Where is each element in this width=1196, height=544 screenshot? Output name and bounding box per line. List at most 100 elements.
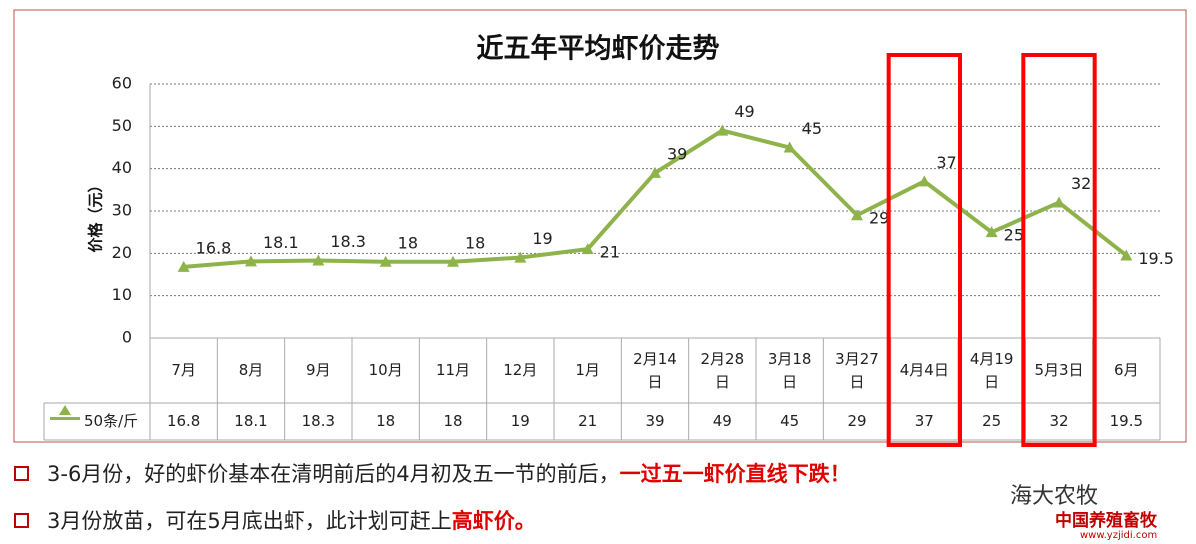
point-marker: [783, 141, 796, 153]
note: 3月份放苗，可在5月底出虾，此计划可赶上 高虾价。: [14, 505, 536, 535]
x-tick-label-cell: 4月4日: [899, 361, 949, 380]
note-highlight: 高虾价。: [451, 509, 536, 533]
table-value-cell: 29: [847, 412, 867, 431]
data-label: 29: [869, 209, 889, 228]
x-tick-label-cell: 3月27日: [835, 350, 879, 391]
note-text: 3-6月份，好的虾价基本在清明前后的4月初及五一节的前后，: [47, 462, 620, 486]
point-marker: [716, 124, 729, 136]
x-tick-label: 9月: [306, 361, 331, 380]
x-tick-label-cell: 3月18日: [767, 350, 812, 391]
chart: 近五年平均虾价走势 价格（元） 0 10 20 30 40 50 60 50条/斤 7月 16.8…: [13, 9, 1187, 447]
highlight-box: [1021, 53, 1097, 447]
x-tick-label: 3月18日: [767, 350, 812, 391]
x-tick-label-cell: 11月: [435, 361, 471, 380]
point-marker: [447, 255, 459, 267]
table-value: 19: [510, 412, 530, 431]
table-value-cell: 18: [443, 412, 463, 431]
table-value-cell: 32: [1049, 412, 1068, 430]
watermark-site: 中国养殖畜牧: [1055, 511, 1157, 531]
data-label: 16.8: [196, 238, 232, 257]
point-marker: [918, 175, 931, 187]
point-marker: [581, 243, 594, 255]
x-tick-label: 1月: [575, 361, 600, 380]
chart-title: 近五年平均虾价走势: [477, 33, 720, 65]
data-label: 18: [465, 233, 485, 252]
point-marker: [245, 255, 257, 267]
x-tick-label-cell: 5月3日: [1034, 361, 1084, 380]
table-value-cell: 18.1: [234, 412, 268, 431]
series-line: [183, 128, 1128, 269]
point-marker: [1120, 249, 1133, 261]
note: 3-6月份，好的虾价基本在清明前后的4月初及五一节的前后， 一过五一虾价直线下跌！: [14, 458, 851, 488]
data-label: 18: [398, 233, 418, 252]
x-tick-label-cell: 2月14日: [633, 350, 677, 391]
y-tick-label: 30: [112, 201, 132, 220]
x-tick-label-cell: 9月: [306, 361, 331, 380]
table-value: 39: [645, 412, 665, 431]
x-tick-label-cell: 2月28日: [701, 350, 745, 391]
data-label: 18.3: [330, 232, 366, 251]
point-marker: [312, 254, 325, 266]
y-tick-label: 60: [112, 74, 132, 93]
table-value: 18: [376, 412, 396, 431]
y-tick-label: 50: [112, 116, 132, 135]
point-marker: [649, 166, 661, 178]
table-value-cell: 39: [645, 412, 665, 431]
table-value: 18.1: [234, 412, 268, 431]
legend-marker: [59, 405, 71, 415]
x-tick-label: 10月: [368, 361, 403, 380]
data-label: 25: [1004, 226, 1024, 245]
bullet-icon: [14, 512, 29, 528]
point-marker: [985, 226, 998, 238]
data-label: 39: [667, 144, 687, 163]
y-tick-label: 20: [112, 243, 132, 262]
table-value-cell: 18.3: [302, 412, 335, 430]
table-value-cell: 18: [376, 412, 396, 431]
table-value-cell: 45: [780, 412, 799, 430]
x-tick-label: 11月: [435, 361, 471, 380]
x-tick-label: 4月4日: [899, 361, 949, 380]
data-label: 19.5: [1138, 249, 1174, 268]
note-text: 3月份放苗，可在5月底出虾，此计划可赶上: [47, 509, 452, 533]
x-tick-label-cell: 6月: [1114, 361, 1139, 380]
y-axis-label: 价格（元）: [87, 177, 105, 252]
table-value: 21: [578, 412, 598, 431]
x-tick-label-cell: 7月: [171, 361, 196, 380]
table-value: 37: [914, 412, 934, 431]
table-value-cell: 21: [578, 412, 598, 431]
x-tick-label: 5月3日: [1034, 361, 1084, 380]
table-value: 19.5: [1109, 412, 1144, 431]
watermark-account: 海大农牧: [1010, 484, 1099, 509]
table-value-cell: 19.5: [1109, 412, 1144, 431]
data-label: 45: [802, 119, 822, 138]
y-tick-label: 10: [112, 285, 132, 304]
point-marker: [514, 251, 527, 263]
table-value-cell: 25: [982, 412, 1001, 430]
data-label: 19: [532, 229, 552, 248]
table-value: 29: [847, 412, 867, 431]
x-tick-label: 2月14日: [633, 350, 677, 391]
note-highlight: 一过五一虾价直线下跌！: [619, 462, 851, 486]
x-tick-label-cell: 10月: [368, 361, 403, 380]
legend-label: 50条/斤: [84, 412, 138, 430]
watermark-url: www.yzjidi.com: [1080, 530, 1158, 541]
x-tick-label-cell: 12月: [503, 361, 538, 380]
table-value: 49: [712, 412, 732, 431]
point-marker: [851, 209, 863, 221]
table-value: 18: [443, 412, 463, 431]
point-marker: [1053, 196, 1065, 208]
data-label: 21: [600, 243, 620, 262]
x-tick-label: 7月: [171, 361, 196, 380]
x-tick-label: 8月: [238, 361, 264, 380]
bullet-icon: [14, 465, 29, 481]
y-tick-label: 40: [112, 158, 132, 177]
x-tick-label-cell: 8月: [238, 361, 264, 380]
x-tick-label-cell: 1月: [575, 361, 600, 380]
x-tick-label-cell: 4月19日: [970, 350, 1014, 391]
x-tick-label: 12月: [503, 361, 538, 380]
chart-border: [13, 9, 1187, 443]
data-label: 49: [734, 102, 754, 121]
table-value-cell: 49: [712, 412, 732, 431]
x-tick-label: 6月: [1114, 361, 1139, 380]
